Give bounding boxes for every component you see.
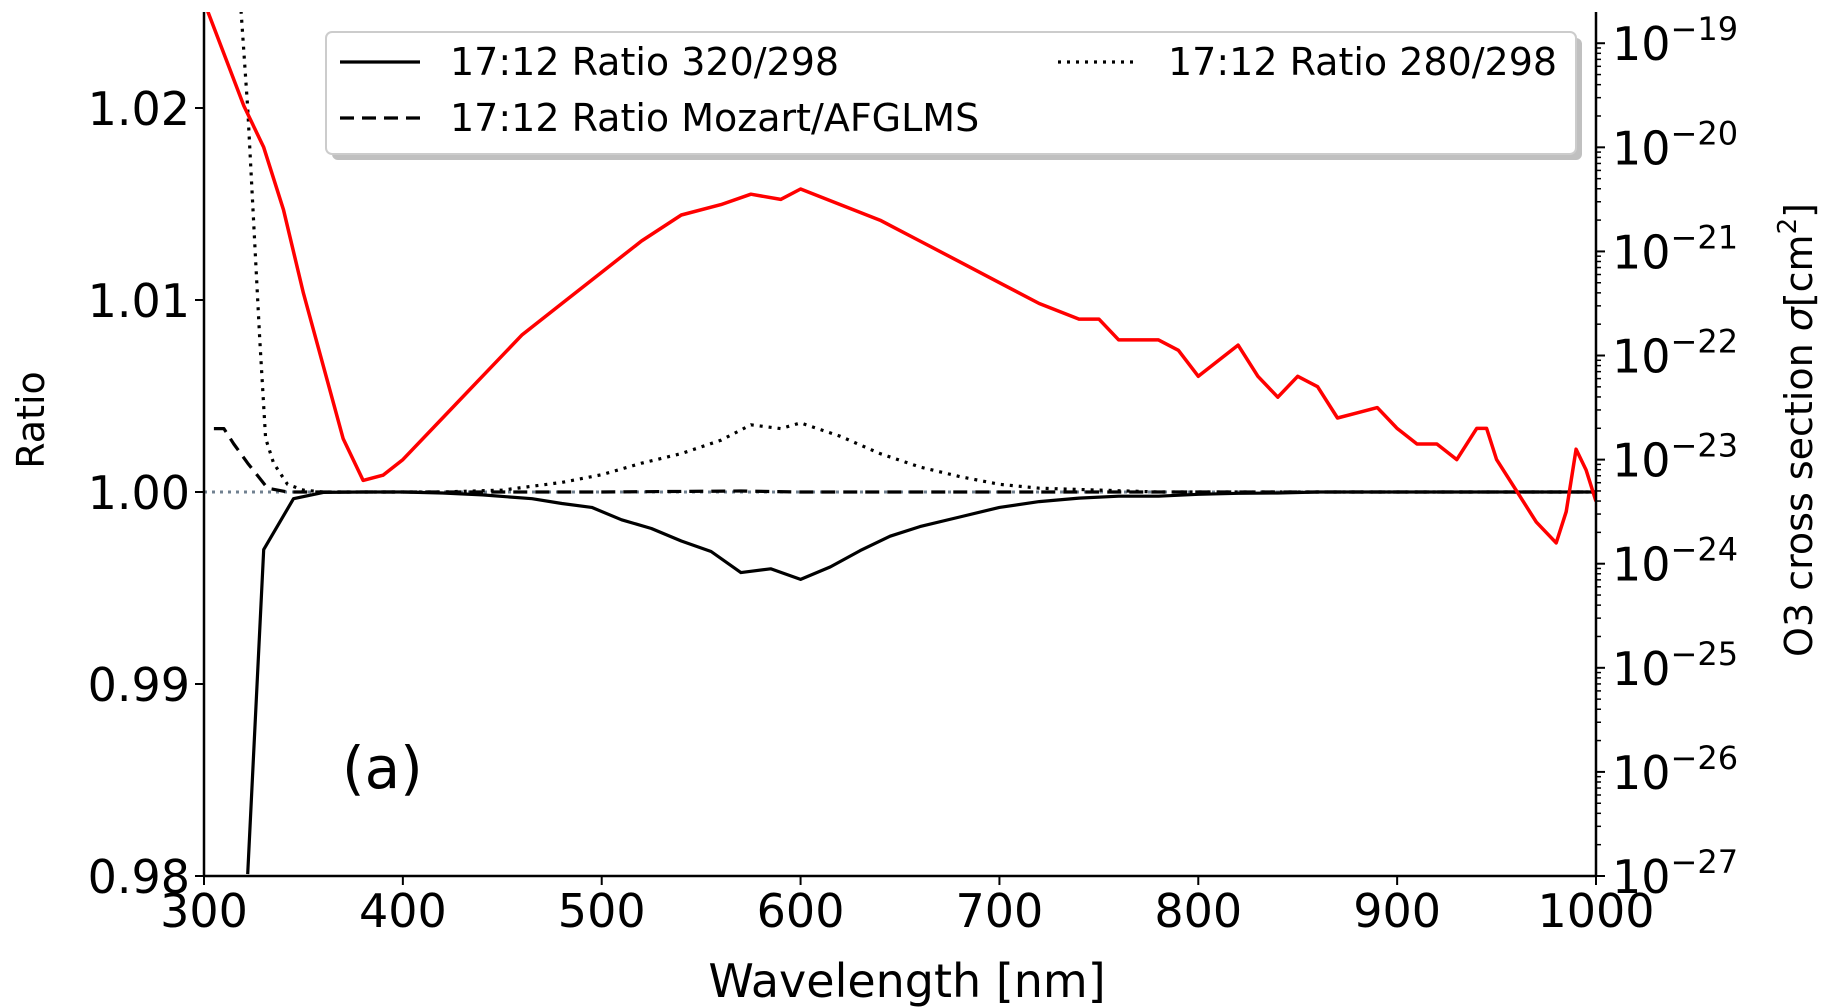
series-line-1 bbox=[213, 427, 1596, 494]
series-line-0 bbox=[246, 490, 1596, 875]
y2-tick-base: 10 bbox=[1612, 330, 1671, 384]
x-tick-label: 500 bbox=[558, 884, 646, 938]
legend: 17:12 Ratio 320/298 17:12 Ratio Mozart/AF… bbox=[325, 31, 1582, 160]
y2-tick-base: 10 bbox=[1612, 121, 1671, 175]
y2-tick-label: 10−27 bbox=[1612, 843, 1738, 904]
y-tick-label: 0.98 bbox=[88, 850, 190, 904]
legend-label: 17:12 Ratio 320/298 bbox=[450, 40, 839, 84]
y2-tick-exponent: −26 bbox=[1671, 739, 1739, 777]
ticks: 300 400 500 600 700 800 900 1000 0.98 0.99 1.00 1.0… bbox=[88, 10, 1739, 938]
y2-tick-exponent: −19 bbox=[1671, 10, 1739, 48]
x-tick-label: 1000 bbox=[1537, 884, 1654, 938]
x-tick-label: 700 bbox=[956, 884, 1044, 938]
y2-tick-base: 10 bbox=[1612, 17, 1671, 71]
y2-tick-exponent: −20 bbox=[1671, 114, 1739, 152]
y2-axis-label-close: ] bbox=[1777, 203, 1821, 218]
y2-tick-label: 10−22 bbox=[1612, 323, 1738, 384]
y2-tick-label: 10−25 bbox=[1612, 635, 1738, 696]
y2-tick-label: 10−24 bbox=[1612, 531, 1738, 592]
panel-annotation: (a) bbox=[342, 734, 423, 802]
y2-axis-label-sup: 2 bbox=[1773, 218, 1803, 235]
y2-tick-base: 10 bbox=[1612, 642, 1671, 696]
y-tick-label: 1.00 bbox=[88, 466, 190, 520]
y2-tick-exponent: −27 bbox=[1671, 843, 1739, 881]
y2-tick-base: 10 bbox=[1612, 746, 1671, 800]
y2-axis-label-unit: [cm bbox=[1777, 234, 1821, 307]
y2-tick-base: 10 bbox=[1612, 225, 1671, 279]
y-tick-label: 1.01 bbox=[88, 274, 190, 328]
axes bbox=[202, 12, 1598, 878]
x-axis-label: Wavelength [nm] bbox=[708, 954, 1105, 1008]
legend-label: 17:12 Ratio 280/298 bbox=[1168, 40, 1557, 84]
y2-axis-label-text: O3 cross section bbox=[1777, 331, 1821, 657]
y2-tick-base: 10 bbox=[1612, 850, 1671, 904]
x-tick-label: 600 bbox=[757, 884, 845, 938]
series-line-3 bbox=[206, 12, 1596, 545]
plot-area bbox=[206, 12, 1596, 875]
y2-tick-label: 10−21 bbox=[1612, 218, 1738, 279]
legend-box bbox=[325, 31, 1577, 155]
y2-tick-base: 10 bbox=[1612, 538, 1671, 592]
y2-tick-label: 10−19 bbox=[1612, 10, 1738, 71]
legend-label: 17:12 Ratio Mozart/AFGLMS bbox=[450, 96, 979, 140]
y-axis-label: Ratio bbox=[9, 371, 53, 469]
y2-tick-exponent: −21 bbox=[1671, 218, 1739, 256]
y2-tick-label: 10−20 bbox=[1612, 114, 1738, 175]
y2-tick-exponent: −22 bbox=[1671, 323, 1739, 361]
x-tick-label: 300 bbox=[160, 884, 248, 938]
y2-tick-base: 10 bbox=[1612, 434, 1671, 488]
x-tick-label: 800 bbox=[1154, 884, 1242, 938]
y2-tick-exponent: −24 bbox=[1671, 531, 1739, 569]
y2-tick-exponent: −23 bbox=[1671, 427, 1739, 465]
y2-axis-label: O3 cross section σ[cm2] bbox=[1773, 203, 1821, 657]
x-tick-label: 400 bbox=[359, 884, 447, 938]
y2-tick-exponent: −25 bbox=[1671, 635, 1739, 673]
y-tick-label: 1.02 bbox=[88, 82, 190, 136]
x-tick-label: 900 bbox=[1353, 884, 1441, 938]
y-tick-label: 0.99 bbox=[88, 658, 190, 712]
y2-tick-label: 10−23 bbox=[1612, 427, 1738, 488]
y2-axis-label-sigma: σ bbox=[1777, 305, 1821, 331]
y2-tick-label: 10−26 bbox=[1612, 739, 1738, 800]
